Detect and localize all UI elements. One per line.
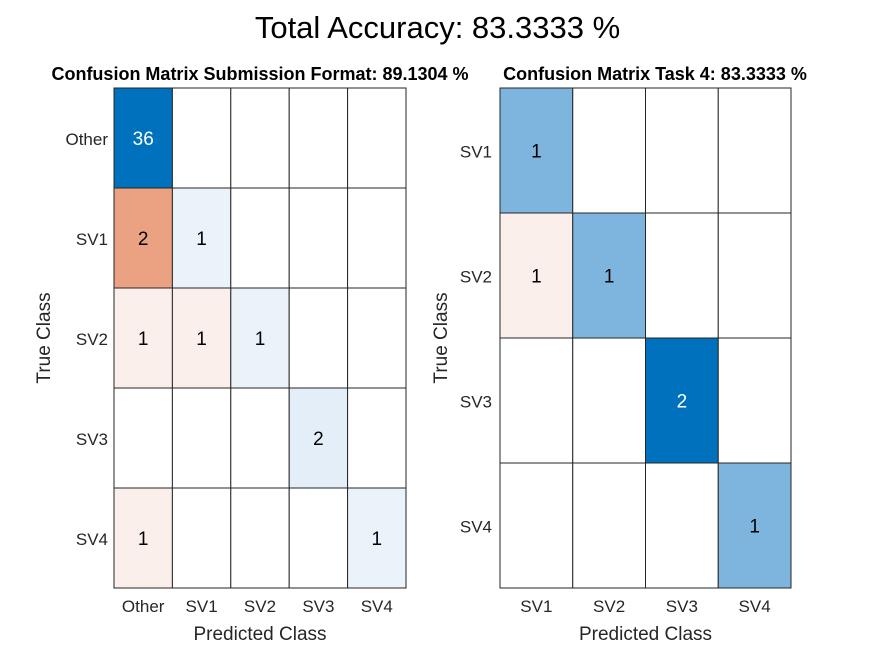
column-tick-label: SV2 [244,597,276,616]
matrix-cell [572,87,646,214]
column-tick-label: SV3 [666,597,698,616]
cell-value: 1 [138,529,149,550]
row-tick-label: SV1 [76,230,108,249]
chart-title: Confusion Matrix Task 4: 83.3333 % [503,64,807,84]
matrix-cell [645,337,719,464]
cell-value: 36 [133,129,154,150]
cell-value: 1 [531,267,542,288]
matrix-cell [717,337,792,464]
matrix-cell [347,287,407,389]
cell-value: 2 [677,392,688,413]
matrix-cell [113,87,173,189]
matrix-cell [645,87,719,214]
row-tick-label: SV1 [460,143,492,162]
column-tick-label: SV4 [361,597,393,616]
cell-value: 1 [196,229,207,250]
matrix-cell [572,337,646,464]
row-tick-label: SV4 [460,518,492,537]
cell-value: 2 [313,429,324,450]
matrix-cell [347,387,407,489]
cell-value: 1 [749,517,760,538]
cell-value: 1 [196,329,207,350]
matrix-cell [288,187,349,289]
column-tick-label: Other [122,597,165,616]
x-axis-label: Predicted Class [193,624,326,645]
row-tick-label: SV3 [460,393,492,412]
matrix-cell [572,462,646,589]
matrix-cell [499,337,574,464]
matrix-cell [113,387,173,489]
y-axis-label: True Class [431,292,452,383]
matrix-cell [230,487,290,589]
matrix-cell [645,462,719,589]
column-tick-label: SV3 [302,597,334,616]
matrix-cell [288,87,349,189]
row-tick-label: Other [65,130,108,149]
matrix-cell [288,387,349,489]
row-tick-label: SV2 [460,268,492,287]
cell-value: 2 [138,229,149,250]
confusion-matrix-2: 1 1 1 2 1 SV1 SV2 SV3 SV4 SV1 SV2 SV3 SV4 Predicted C… [431,64,807,645]
matrix-cell [717,212,792,339]
matrix-cell [230,387,290,489]
matrix-cell [717,87,792,214]
matrix-cell [288,287,349,389]
column-tick-label: SV4 [739,597,771,616]
confusion-matrix-1: 36 2 1 1 1 1 2 1 1 Other SV1 SV2 SV3 SV4 Other SV1 SV2 SV… [34,64,469,645]
row-tick-label: SV2 [76,330,108,349]
chart-title: Confusion Matrix Submission Format: 89.1… [51,64,468,84]
column-tick-label: SV1 [520,597,552,616]
matrix-cell [171,487,232,589]
matrix-border [113,87,407,589]
matrix-border [499,87,792,589]
matrix-cell [171,387,232,489]
matrix-cell [347,487,407,589]
matrix-cell [230,187,290,289]
cell-value: 1 [372,529,383,550]
row-tick-label: SV4 [76,530,108,549]
matrix-cell [171,187,232,289]
matrix-cell [717,462,792,589]
matrix-cell [572,212,646,339]
figure-title: Total Accuracy: 83.3333 % [254,10,621,45]
column-tick-label: SV1 [186,597,218,616]
matrix-cell [645,212,719,339]
matrix-cell [347,187,407,289]
y-axis-label: True Class [34,292,55,383]
column-tick-label: SV2 [593,597,625,616]
cell-value: 1 [255,329,266,350]
row-tick-label: SV3 [76,430,108,449]
matrix-cell [288,487,349,589]
x-axis-label: Predicted Class [579,624,712,645]
matrix-cell [499,212,574,339]
matrix-cell [499,462,574,589]
matrix-cell [113,187,173,289]
matrix-cell [171,87,232,189]
matrix-cell [347,87,407,189]
cell-value: 1 [604,267,615,288]
cell-value: 1 [531,142,542,163]
cell-value: 1 [138,329,149,350]
matrix-cell [230,87,290,189]
